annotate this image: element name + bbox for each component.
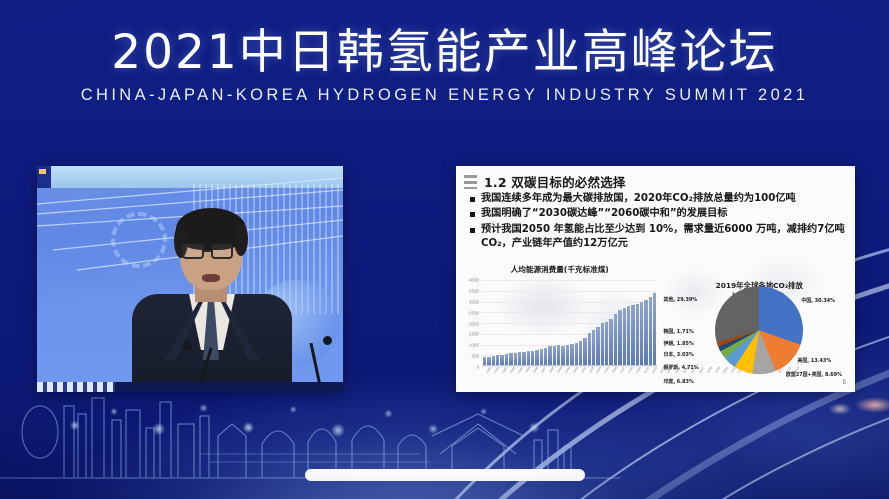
bar bbox=[509, 353, 513, 366]
bar bbox=[605, 321, 609, 366]
pie-chart: 2019年全球各地CO₂排放占比（单位：%） 中国, 30.34%美国, 13.… bbox=[663, 264, 855, 388]
speaker-glasses-right bbox=[211, 244, 233, 259]
bar bbox=[631, 304, 635, 366]
list-item: 我国明确了“2030碳达峰”“2060碳中和”的发展目标 bbox=[470, 207, 847, 221]
bar bbox=[548, 346, 552, 366]
bar bbox=[574, 343, 578, 366]
pie-slice-label: 日本, 3.03% bbox=[663, 352, 694, 359]
bar bbox=[504, 353, 509, 366]
speaker-glasses-left bbox=[182, 244, 204, 259]
bar bbox=[557, 345, 561, 366]
speaker-video-panel[interactable] bbox=[37, 166, 343, 392]
video-backdrop-top bbox=[37, 166, 343, 188]
bar bbox=[552, 345, 557, 366]
bar bbox=[491, 356, 496, 366]
bar bbox=[583, 337, 587, 366]
lens-flare-secondary bbox=[829, 403, 851, 415]
bar bbox=[635, 304, 639, 366]
bar bbox=[496, 355, 500, 366]
bottom-white-bar bbox=[304, 469, 585, 481]
bar bbox=[618, 309, 622, 366]
pie-chart-plot: 中国, 30.34% 美国, 13.43% 欧盟27国+英国, 8.69% 印度, 6… bbox=[663, 278, 855, 386]
bar bbox=[596, 326, 600, 366]
slide-header: 1.2 双碳目标的必然选择 bbox=[464, 172, 847, 191]
pie-slice-label: 美国, 13.43% bbox=[797, 357, 832, 364]
bar bbox=[570, 344, 574, 366]
pie-slice-label: 其他, 29.39% bbox=[663, 297, 698, 304]
video-corner-accent bbox=[39, 169, 46, 174]
bar bbox=[522, 351, 526, 366]
bullet-text: 预计我国2050 年氢能占比至少达到 10%，需求量近6000 万吨，减排约7亿… bbox=[481, 223, 845, 250]
bar bbox=[600, 323, 605, 366]
slide-title: 1.2 双碳目标的必然选择 bbox=[484, 175, 626, 190]
bar bbox=[644, 299, 648, 366]
bar bbox=[513, 352, 517, 366]
bar bbox=[587, 333, 591, 366]
bar bbox=[530, 350, 535, 366]
bar bbox=[526, 351, 530, 366]
backdrop-light-streaks bbox=[37, 177, 343, 271]
bar bbox=[539, 348, 544, 366]
event-header: 2021中日韩氢能产业高峰论坛 CHINA-JAPAN-KOREA HYDROG… bbox=[0, 25, 889, 105]
podium-front-dark bbox=[115, 382, 343, 392]
bullet-text: 我国明确了“2030碳达峰”“2060碳中和”的发展目标 bbox=[481, 208, 728, 220]
bar-chart-bars bbox=[483, 280, 657, 366]
bar bbox=[535, 349, 539, 366]
bar-chart-plot: 4000 3500 3000 2500 2000 1500 1000 500 0 bbox=[469, 278, 658, 370]
hamburger-icon bbox=[464, 174, 477, 189]
speaker-glasses-bridge bbox=[204, 250, 211, 252]
speaker-tie bbox=[203, 302, 219, 360]
list-item: 预计我国2050 年氢能占比至少达到 10%，需求量近6000 万吨，减排约7亿… bbox=[470, 223, 847, 252]
list-item: 我国连续多年成为最大碳排放国，2020年CO₂排放总量约为100亿吨 bbox=[470, 192, 847, 206]
page-subtitle: CHINA-JAPAN-KOREA HYDROGEN ENERGY INDUST… bbox=[80, 85, 809, 104]
microphone-head-left bbox=[183, 342, 192, 351]
bar-chart-x-tick-labels: 1980 1981 1982 1983 1984 1985 1986 1987 1988 1989… bbox=[482, 366, 800, 386]
bar bbox=[653, 292, 657, 366]
bar-chart-x-axis bbox=[482, 365, 658, 366]
backdrop-gear-graphic bbox=[111, 212, 167, 268]
bullet-square-icon bbox=[470, 212, 475, 218]
bar bbox=[626, 306, 631, 366]
bar bbox=[565, 345, 570, 366]
bar-chart-gridlines: 4000 3500 3000 2500 2000 1500 1000 500 0 bbox=[469, 278, 658, 370]
bar bbox=[639, 302, 644, 366]
bullet-square-icon bbox=[470, 227, 475, 233]
slide-page-number: 5 bbox=[842, 380, 846, 386]
bar bbox=[544, 347, 548, 366]
bar bbox=[613, 314, 618, 366]
slide-bullet-list: 我国连续多年成为最大碳排放国，2020年CO₂排放总量约为100亿吨 我国明确了… bbox=[470, 192, 847, 253]
pie-chart-slices bbox=[715, 286, 804, 375]
bar bbox=[561, 345, 565, 366]
lens-flare-decoration bbox=[855, 397, 889, 413]
bar bbox=[622, 307, 626, 366]
pie-slice-label: 中国, 30.34% bbox=[801, 298, 836, 305]
pie-slice-label: 俄罗斯, 4.71% bbox=[663, 365, 699, 372]
page-title: 2021中日韩氢能产业高峰论坛 bbox=[111, 25, 778, 80]
bar-chart: 人均能源消费量(千克标准煤) 4000 3500 3000 2500 2000 1500 1… bbox=[456, 264, 800, 388]
speaker-hair-side-left bbox=[174, 224, 188, 258]
bar bbox=[591, 329, 596, 366]
bar bbox=[483, 356, 487, 366]
bar bbox=[517, 351, 522, 366]
speaker-mouth bbox=[202, 274, 220, 282]
slide-charts: 人均能源消费量(千克标准煤) 4000 3500 3000 2500 2000 1500 1… bbox=[456, 264, 855, 388]
pie-slice-label: 伊朗, 1.85% bbox=[663, 340, 694, 347]
bokeh-lights-decoration bbox=[30, 387, 590, 457]
microphone-head-right bbox=[323, 336, 332, 345]
bar bbox=[648, 296, 653, 366]
pie-slice-label: 韩国, 1.71% bbox=[663, 328, 694, 335]
bar bbox=[609, 319, 613, 366]
bar bbox=[487, 356, 491, 366]
bar bbox=[500, 354, 504, 366]
bullet-square-icon bbox=[470, 197, 475, 202]
bullet-text: 我国连续多年成为最大碳排放国，2020年CO₂排放总量约为100亿吨 bbox=[481, 193, 796, 204]
pie-slice-label: 印度, 6.83% bbox=[663, 379, 694, 386]
bar bbox=[578, 341, 583, 366]
bar-chart-title: 人均能源消费量(千克标准煤) bbox=[510, 265, 609, 274]
presentation-slide-panel[interactable]: 1.2 双碳目标的必然选择 我国连续多年成为最大碳排放国，2020年CO₂排放总… bbox=[456, 166, 855, 392]
speaker-hair-side-right bbox=[234, 222, 248, 256]
pie-slice-label: 欧盟27国+英国, 8.69% bbox=[786, 371, 842, 378]
